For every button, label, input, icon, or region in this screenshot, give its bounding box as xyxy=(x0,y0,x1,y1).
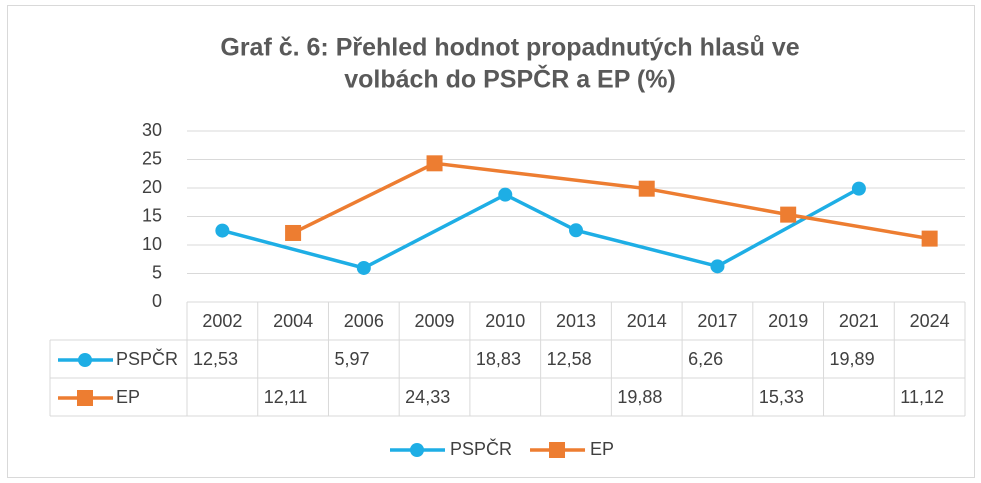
y-tick-label: 5 xyxy=(152,262,162,282)
marker xyxy=(78,353,92,367)
table-value: 24,33 xyxy=(405,387,450,407)
series-line xyxy=(221,187,860,270)
table-value: 6,26 xyxy=(688,349,723,369)
x-tick-label: 2004 xyxy=(273,311,313,331)
marker xyxy=(851,181,866,196)
table-value: 15,33 xyxy=(759,387,804,407)
x-tick-label: 2017 xyxy=(697,311,737,331)
table-value: 19,89 xyxy=(830,349,875,369)
marker xyxy=(569,223,583,238)
y-tick-label: 15 xyxy=(142,205,162,225)
marker xyxy=(549,442,566,458)
marker xyxy=(498,187,513,202)
x-tick-label: 2013 xyxy=(556,311,596,331)
table-value: 11,12 xyxy=(900,387,944,407)
x-tick-label: 2024 xyxy=(910,311,950,331)
marker xyxy=(780,206,797,223)
marker xyxy=(921,230,938,247)
marker xyxy=(356,260,371,275)
x-tick-label: 2006 xyxy=(344,311,384,331)
x-tick-label: 2009 xyxy=(415,311,455,331)
marker xyxy=(215,223,230,238)
y-tick-label: 30 xyxy=(142,120,162,140)
table-value: 12,11 xyxy=(264,387,308,407)
table-row-label: EP xyxy=(116,387,140,407)
x-tick-label: 2002 xyxy=(202,311,242,331)
marker xyxy=(77,390,93,406)
marker xyxy=(285,224,302,241)
table-value: 18,83 xyxy=(476,349,521,369)
table-value: 12,53 xyxy=(193,349,238,369)
chart-title: Graf č. 6: Přehled hodnot propadnutých h… xyxy=(220,34,799,62)
x-tick-label: 2019 xyxy=(768,311,808,331)
x-tick-label: 2021 xyxy=(839,311,879,331)
marker xyxy=(638,180,655,197)
table-value: 12,58 xyxy=(547,349,592,369)
chart-title: volbách do PSPČR a EP (%) xyxy=(344,64,676,94)
y-tick-label: 20 xyxy=(142,177,162,197)
x-tick-label: 2014 xyxy=(627,311,667,331)
y-tick-label: 0 xyxy=(152,291,162,311)
chart-border xyxy=(7,5,975,478)
y-tick-label: 10 xyxy=(142,234,162,254)
table-value: 5,97 xyxy=(334,349,369,369)
table-value: 19,88 xyxy=(617,387,662,407)
marker xyxy=(426,155,443,172)
legend-label: PSPČR xyxy=(450,438,512,459)
marker xyxy=(410,443,424,457)
y-tick-label: 25 xyxy=(142,148,162,168)
marker xyxy=(710,259,725,274)
table-row-label: PSPČR xyxy=(116,348,178,369)
x-tick-label: 2010 xyxy=(485,311,525,331)
legend-label: EP xyxy=(590,439,614,459)
